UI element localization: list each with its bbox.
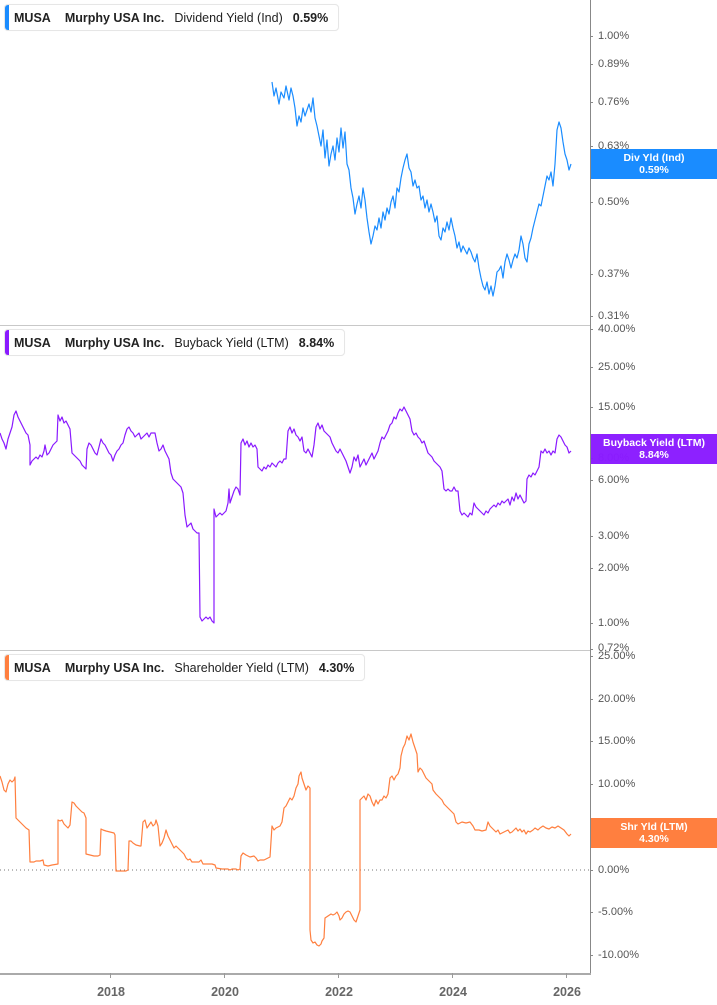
tag-value: 8.84% bbox=[639, 449, 669, 461]
y-tick bbox=[590, 699, 593, 700]
y-tick bbox=[590, 329, 593, 330]
legend-color-bar bbox=[5, 655, 9, 680]
y-tick-label: 10.00% bbox=[598, 778, 636, 790]
y-tick bbox=[590, 741, 593, 742]
shareholder-yield-legend: MUSA Murphy USA Inc. Shareholder Yield (… bbox=[4, 654, 366, 681]
shareholder-yield-value-tag: Shr Yld (LTM) 4.30% bbox=[591, 818, 717, 848]
x-tick-label: 2018 bbox=[97, 985, 125, 999]
y-tick bbox=[590, 367, 593, 368]
y-tick bbox=[590, 316, 593, 317]
y-tick-label: 40.00% bbox=[598, 323, 636, 335]
legend-metric: Shareholder Yield (LTM) bbox=[174, 660, 309, 675]
y-tick-label: 0.00% bbox=[598, 864, 630, 876]
dividend-yield-legend: MUSA Murphy USA Inc. Dividend Yield (Ind… bbox=[4, 4, 340, 31]
buyback-yield-legend: MUSA Murphy USA Inc. Buyback Yield (LTM)… bbox=[4, 329, 346, 356]
tag-label: Div Yld (Ind) bbox=[623, 152, 685, 164]
legend-ticker: MUSA bbox=[14, 660, 51, 675]
x-tick-label: 2024 bbox=[439, 985, 467, 999]
x-tick-label: 2022 bbox=[325, 985, 353, 999]
x-tick-label: 2026 bbox=[553, 985, 581, 999]
buyback-yield-value-tag: Buyback Yield (LTM) 8.84% bbox=[591, 434, 717, 464]
buyback-yield-panel: MUSA Murphy USA Inc. Buyback Yield (LTM)… bbox=[0, 323, 717, 654]
y-tick bbox=[590, 656, 593, 657]
buyback-yield-plot bbox=[0, 406, 572, 624]
legend-value: 4.30% bbox=[318, 660, 355, 675]
y-tick-label: 0.76% bbox=[598, 96, 630, 108]
y-tick bbox=[590, 64, 593, 65]
panel-separator bbox=[0, 650, 590, 651]
legend-ticker: MUSA bbox=[14, 10, 51, 25]
shareholder-yield-panel: MUSA Murphy USA Inc. Shareholder Yield (… bbox=[0, 650, 717, 975]
panel-separator bbox=[0, 325, 590, 326]
shareholder-yield-line bbox=[0, 733, 572, 947]
y-tick bbox=[590, 407, 593, 408]
y-tick bbox=[590, 623, 593, 624]
y-tick-label: 20.00% bbox=[598, 693, 636, 705]
tag-value: 4.30% bbox=[639, 833, 669, 845]
legend-value: 0.59% bbox=[292, 10, 329, 25]
y-tick bbox=[590, 784, 593, 785]
legend-color-bar bbox=[5, 5, 9, 30]
x-tick bbox=[338, 973, 339, 978]
y-tick-label: 0.89% bbox=[598, 58, 630, 70]
shareholder-yield-plot bbox=[0, 733, 590, 947]
y-tick bbox=[590, 649, 593, 650]
y-tick bbox=[590, 536, 593, 537]
tag-value: 0.59% bbox=[639, 164, 669, 176]
y-tick bbox=[590, 955, 593, 956]
dividend-yield-line bbox=[271, 81, 572, 297]
legend-metric: Dividend Yield (Ind) bbox=[174, 10, 283, 25]
legend-value: 8.84% bbox=[298, 335, 335, 350]
y-tick-label: 25.00% bbox=[598, 650, 636, 662]
y-tick-label: 15.00% bbox=[598, 735, 636, 747]
y-tick-label: 0.50% bbox=[598, 196, 630, 208]
y-tick bbox=[590, 870, 593, 871]
legend-company: Murphy USA Inc. bbox=[64, 10, 165, 25]
x-tick bbox=[110, 973, 111, 978]
y-tick-label: 15.00% bbox=[598, 401, 636, 413]
legend-color-bar bbox=[5, 330, 9, 355]
y-tick-label: 0.31% bbox=[598, 310, 630, 322]
y-tick-label: 1.00% bbox=[598, 617, 630, 629]
y-tick-label: 1.00% bbox=[598, 30, 630, 42]
y-tick bbox=[590, 36, 593, 37]
y-tick-label: 3.00% bbox=[598, 530, 630, 542]
x-tick bbox=[224, 973, 225, 978]
x-tick bbox=[452, 973, 453, 978]
dividend-yield-value-tag: Div Yld (Ind) 0.59% bbox=[591, 149, 717, 179]
x-tick bbox=[566, 973, 567, 978]
y-tick bbox=[590, 912, 593, 913]
y-tick-label: 25.00% bbox=[598, 361, 636, 373]
legend-company: Murphy USA Inc. bbox=[64, 660, 165, 675]
dividend-yield-panel: MUSA Murphy USA Inc. Dividend Yield (Ind… bbox=[0, 0, 717, 325]
tag-label: Buyback Yield (LTM) bbox=[603, 437, 705, 449]
y-tick-label: 2.00% bbox=[598, 562, 630, 574]
y-tick-label: 6.00% bbox=[598, 474, 630, 486]
y-tick-label: 0.37% bbox=[598, 268, 630, 280]
y-tick-label: -10.00% bbox=[598, 949, 639, 961]
y-tick bbox=[590, 568, 593, 569]
y-tick bbox=[590, 146, 593, 147]
x-axis-line bbox=[0, 973, 591, 975]
dividend-yield-plot bbox=[271, 81, 572, 297]
y-tick-label: -5.00% bbox=[598, 906, 633, 918]
legend-metric: Buyback Yield (LTM) bbox=[174, 335, 289, 350]
y-tick bbox=[590, 202, 593, 203]
tag-label: Shr Yld (LTM) bbox=[620, 821, 688, 833]
y-tick bbox=[590, 274, 593, 275]
x-tick-label: 2020 bbox=[211, 985, 239, 999]
buyback-yield-line bbox=[0, 406, 572, 624]
y-axis-line bbox=[590, 0, 591, 975]
y-tick bbox=[590, 480, 593, 481]
y-tick bbox=[590, 102, 593, 103]
legend-company: Murphy USA Inc. bbox=[64, 335, 165, 350]
legend-ticker: MUSA bbox=[14, 335, 51, 350]
y-tick-label: 0.72% bbox=[598, 642, 630, 654]
